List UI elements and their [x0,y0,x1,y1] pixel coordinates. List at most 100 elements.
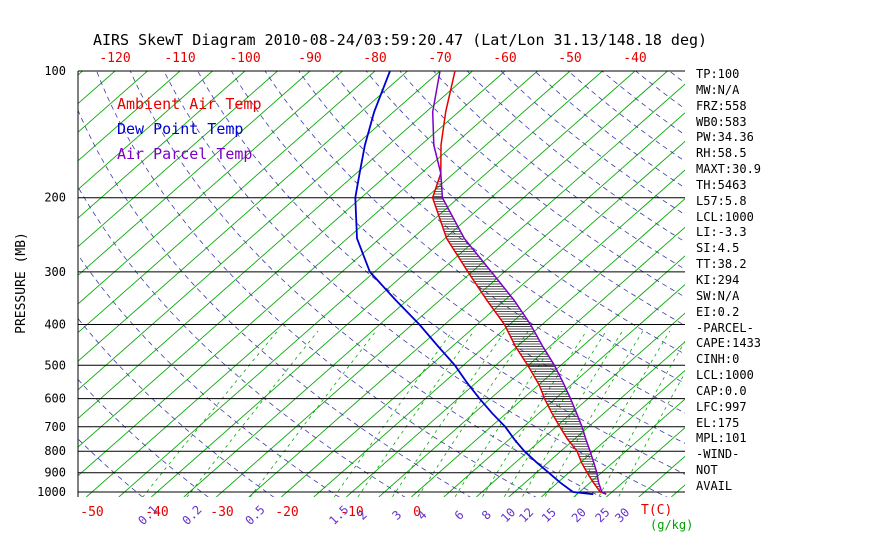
top-temp-tick-label: -60 [493,51,516,66]
dry-adiabat-line [399,71,685,298]
stat-line: TP:100 [696,67,740,81]
isotherm-line [78,71,538,477]
bottom-temp-tick-label: -20 [275,505,298,520]
dewpoint-curve [354,71,594,496]
cape-hatch-area [433,176,601,490]
mixing-ratio-tick-label: 15 [539,505,559,525]
top-temp-tick-label: -70 [428,51,451,66]
stat-line: MAXT:30.9 [696,162,762,177]
mixing-ratio-tick-label: 30 [612,505,632,525]
isotherm-line [281,140,685,497]
dry-adiabat-line [163,71,668,497]
stat-line: WB0:583 [696,114,747,129]
legend-item-ambient: Ambient Air Temp [117,95,262,113]
mixing-ratio-line [454,330,563,497]
top-temp-tick-label: -100 [229,51,260,66]
dry-adiabat-line [78,317,275,497]
mixing-ratio-tick-label: 0.5 [243,503,268,528]
stat-line: CINH:0 [696,352,740,367]
isotherm-line [78,71,278,248]
bottom-temp-tick-label: -10 [340,505,363,520]
isotherm-line [86,71,571,497]
stat-line: LI:-3.3 [696,225,747,240]
isotherm-line [346,198,685,497]
isotherm-line [411,255,685,497]
dry-adiabat-line [668,71,685,84]
mixing-axis-unit: (g/kg) [650,518,693,532]
legend-item-dewpoint: Dew Point Temp [117,120,244,138]
axis-labels: PRESSURE (MB) T(C) (g/kg) 10020030040050… [14,51,693,532]
mixing-ratio-tick-label: 6 [452,508,467,523]
top-temp-tick-label: -120 [99,51,130,66]
dry-adiabat-line [129,71,602,497]
isotherm-line [476,312,685,497]
stat-line: LFC:997 [696,399,747,414]
isotherm-line [78,71,441,391]
isotherm-line [183,71,668,497]
mixing-ratio-tick-label: 25 [593,505,613,525]
mixing-ratio-tick-label: 3 [389,508,404,523]
bottom-temp-tick-label: -40 [145,505,168,520]
stat-line: EL:175 [696,415,740,430]
bottom-temp-tick-label: 0 [413,505,421,520]
mixing-ratio-tick-label: 0.2 [179,503,204,528]
dry-adiabat-line [365,71,685,326]
dry-adiabat-line [264,71,685,414]
isotherm-line [378,226,685,497]
dry-adiabat-line [230,71,685,444]
stat-line: -PARCEL- [696,320,754,335]
pressure-tick-label: 400 [44,317,66,331]
isotherm-line [78,71,83,76]
legend: Ambient Air Temp Dew Point Temp Air Parcel… [117,92,262,167]
isotherm-line [78,71,408,362]
mixing-ratio-line [186,330,319,497]
isotherm-line [443,284,685,497]
isotherm-line [78,71,181,162]
pressure-axis-title: PRESSURE (MB) [14,232,29,334]
top-temp-tick-label: -80 [363,51,386,66]
stat-line: -WIND- [696,447,740,462]
stat-line: MPL:101 [696,431,747,446]
stat-line: TH:5463 [696,177,747,192]
top-temp-tick-label: -110 [164,51,195,66]
temp-axis-unit: T(C) [641,503,672,518]
dry-adiabat-line [0,62,83,503]
mixing-ratio-line [333,330,453,497]
bottom-temp-tick-label: -50 [80,505,103,520]
isotherm-line [151,71,636,497]
mixing-ratio-line [574,330,671,497]
stat-line: FRZ:558 [696,98,747,113]
mixing-ratio-line [249,330,377,497]
stat-line: SI:4.5 [696,241,740,256]
dry-adiabat-line [298,71,685,384]
stat-line: AVAIL [696,478,733,493]
dry-adiabat-line [96,71,537,497]
chart-title: AIRS SkewT Diagram 2010-08-24/03:59:20.4… [92,31,708,49]
bottom-temp-tick-label: -30 [210,505,233,520]
mixing-ratio-tick-label: 4 [415,508,430,523]
top-temp-tick-label: -40 [623,51,646,66]
mixing-ratio-tick-label: 8 [479,508,494,523]
stat-line: LCL:1000 [696,368,754,383]
pressure-tick-label: 800 [44,444,66,458]
legend-item-parcel: Air Parcel Temp [117,145,253,163]
stat-line: KI:294 [696,272,740,287]
stat-line: PW:34.36 [696,130,754,145]
sounding-curves [354,71,607,496]
dry-adiabat-line [78,109,471,497]
stat-line: MW:N/A [696,82,740,97]
isotherm-line [78,71,246,219]
pressure-tick-label: 1000 [37,485,66,499]
pressure-gridlines [77,70,685,497]
isotherm-line [313,169,685,497]
isotherm-line [78,71,311,276]
isotherm-line [78,71,506,448]
stat-line: LCL:1000 [696,209,754,224]
top-temp-tick-label: -90 [298,51,321,66]
dry-adiabat-line [197,71,685,475]
pressure-tick-label: 600 [44,392,66,406]
mixing-ratio-line [544,330,644,497]
mixing-ratio-line [598,340,685,497]
pressure-tick-label: 200 [44,191,66,205]
